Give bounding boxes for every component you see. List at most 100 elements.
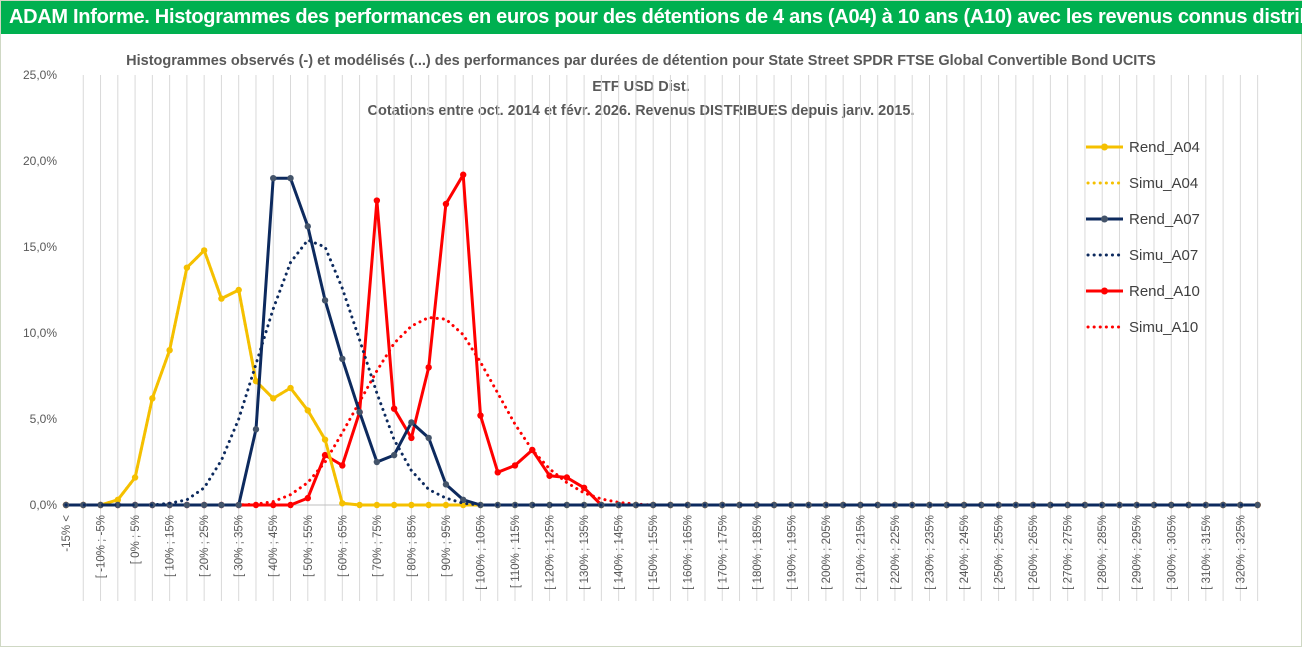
data-point: [546, 472, 553, 479]
data-point: [649, 501, 657, 509]
data-point: [943, 501, 950, 509]
x-tick-label: [ 100% ; 105%: [475, 515, 487, 590]
series-simu-a07: [64, 238, 1260, 507]
data-point: [442, 200, 450, 208]
legend-item-simu-a04[interactable]: Simu_A04: [1086, 175, 1198, 192]
x-tick-label: [ 230% ; 235%: [925, 515, 937, 590]
data-point: [580, 484, 588, 491]
x-tick-label: [ 220% ; 225%: [890, 515, 902, 590]
banner-title: ADAM Informe. Histogrammes des performan…: [1, 1, 1302, 34]
y-tick-label: 0,0%: [30, 498, 58, 512]
data-point: [390, 451, 398, 459]
data-point: [373, 458, 381, 466]
legend-label: Simu_A04: [1129, 175, 1198, 192]
x-tick-label: [ 140% ; 145%: [614, 515, 626, 590]
x-tick-label: [ 160% ; 165%: [683, 515, 695, 590]
legend-label: Simu_A10: [1129, 319, 1198, 336]
x-tick-label: [ 260% ; 265%: [1028, 515, 1040, 590]
x-tick-label: [ 70% ; 75%: [372, 515, 384, 577]
y-tick-label: 25,0%: [23, 68, 57, 82]
data-point: [1185, 501, 1192, 509]
data-point: [874, 501, 881, 509]
data-point: [252, 426, 260, 433]
y-tick-label: 10,0%: [23, 326, 57, 340]
series-simu-a04: [64, 248, 1260, 507]
data-point: [356, 408, 363, 416]
data-point: [425, 434, 432, 442]
data-point: [270, 175, 277, 182]
data-point: [511, 462, 519, 469]
x-tick-label: [ 120% ; 125%: [545, 515, 557, 590]
legend-item-simu-a07[interactable]: Simu_A07: [1086, 247, 1198, 264]
x-tick-label: [ 240% ; 245%: [959, 515, 971, 590]
x-tick-label: [ 290% ; 295%: [1132, 515, 1144, 590]
x-tick-label: [ 270% ; 275%: [1063, 515, 1075, 590]
legend-label: Rend_A10: [1129, 283, 1200, 300]
x-tick-label: [ 50% ; 55%: [303, 515, 315, 577]
x-tick-label: [ 10% ; 15%: [165, 515, 177, 577]
data-point: [1047, 501, 1054, 509]
x-tick-label: [ 320% ; 325%: [1235, 515, 1247, 590]
legend-marker: [1101, 287, 1108, 295]
legend-item-rend-a04[interactable]: Rend_A04: [1086, 139, 1200, 156]
data-point: [183, 501, 191, 509]
data-point: [408, 419, 415, 426]
series-line-simu-a04: [64, 248, 1260, 507]
data-point: [632, 501, 640, 509]
x-tick-label: [ 30% ; 35%: [234, 515, 246, 577]
y-tick-label: 5,0%: [30, 412, 58, 426]
series-rend-a10: [62, 171, 1261, 509]
data-point: [839, 501, 847, 509]
data-point: [131, 501, 139, 509]
data-point: [321, 451, 329, 459]
x-tick-label: [ 60% ; 65%: [337, 515, 349, 577]
legend-item-rend-a10[interactable]: Rend_A10: [1086, 283, 1200, 300]
x-tick-label: [ 200% ; 205%: [821, 515, 833, 590]
legend-label: Simu_A07: [1129, 247, 1198, 264]
data-point: [460, 171, 467, 178]
data-point: [339, 462, 346, 469]
data-point: [166, 501, 173, 509]
series-line-rend-a04: [66, 248, 1258, 507]
series-rend-a07: [62, 175, 1261, 509]
data-point: [960, 501, 968, 509]
data-point: [200, 501, 208, 509]
x-tick-label: [ 0% ; 5%: [130, 515, 142, 564]
legend-marker: [1101, 215, 1108, 223]
x-tick-label: [ 80% ; 85%: [406, 515, 418, 577]
data-point: [563, 501, 571, 509]
data-point: [736, 501, 743, 509]
chart-title-line-2: ETF USD Dist.: [592, 79, 689, 95]
y-tick-label: 15,0%: [23, 240, 57, 254]
gridlines: [82, 75, 1259, 601]
x-tick-label: [ 130% ; 135%: [579, 515, 591, 590]
chart-title-line-1: Histogrammes observés (-) et modélisés (…: [126, 53, 1156, 69]
data-point: [390, 405, 398, 412]
data-point: [356, 501, 363, 509]
data-point: [1254, 501, 1261, 509]
series-line-rend-a10: [66, 173, 1258, 507]
data-point: [1064, 501, 1071, 509]
series-line-simu-a07: [64, 238, 1260, 507]
x-tick-label: -15% <: [61, 515, 73, 552]
x-tick-label: [ 210% ; 215%: [855, 515, 867, 590]
y-tick-label: 20,0%: [23, 154, 57, 168]
data-point: [425, 364, 432, 371]
data-point: [235, 501, 242, 509]
series-line-rend-a07: [66, 176, 1258, 507]
legend-item-simu-a10[interactable]: Simu_A10: [1086, 319, 1198, 336]
data-point: [546, 501, 553, 509]
data-point: [373, 197, 381, 204]
data-point: [218, 501, 225, 509]
x-tick-label: [ 280% ; 285%: [1097, 515, 1109, 590]
data-point: [978, 501, 985, 509]
x-tick-label: [ 110% ; 115%: [510, 515, 522, 588]
data-point: [408, 434, 415, 442]
data-point: [1168, 501, 1175, 509]
legend-item-rend-a07[interactable]: Rend_A07: [1086, 211, 1200, 228]
data-point: [373, 501, 381, 509]
data-point: [857, 501, 864, 509]
data-point: [304, 223, 311, 230]
